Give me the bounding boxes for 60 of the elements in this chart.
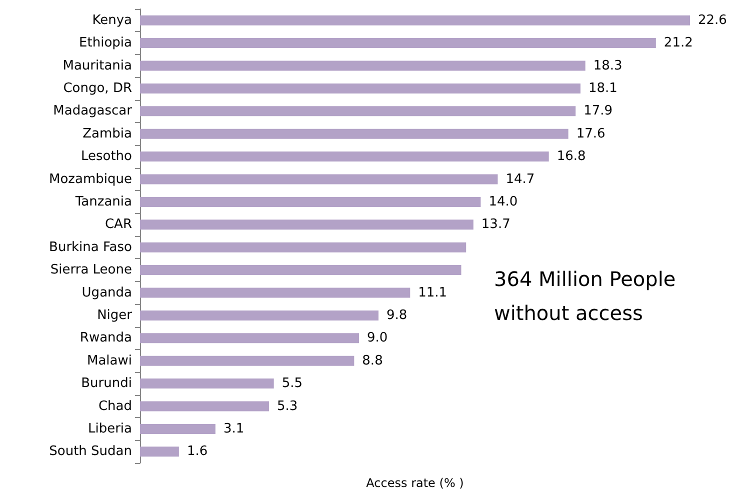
y-tick-label: South Sudan: [49, 444, 132, 460]
y-tick-label: Tanzania: [74, 194, 132, 210]
data-label: 5.5: [282, 376, 303, 392]
bar: [140, 424, 216, 434]
y-tick-label: Chad: [98, 398, 132, 414]
data-label: 21.2: [664, 36, 693, 51]
data-label: 5.3: [276, 398, 298, 414]
bar: [140, 310, 378, 320]
y-tick-label: Sierra Leone: [50, 262, 132, 278]
bar: [140, 15, 690, 26]
bar: [140, 401, 269, 412]
bar: [140, 265, 462, 276]
data-label: 11.1: [418, 285, 448, 300]
data-label: 8.8: [362, 353, 383, 368]
y-tick-label: Kenya: [92, 12, 132, 28]
bar: [140, 38, 656, 48]
annotation: 364 Million People without access: [494, 267, 682, 325]
y-tick-label: Malawi: [86, 353, 132, 368]
y-tick-label: Uganda: [82, 285, 132, 300]
y-tick-label: Madagascar: [53, 104, 133, 119]
bar: [140, 196, 481, 207]
data-label: 18.3: [593, 58, 622, 74]
data-label: 9.0: [367, 330, 388, 346]
y-tick-label: Burundi: [81, 376, 132, 392]
bar: [140, 220, 474, 230]
bar: [140, 288, 410, 298]
y-tick-label: Mozambique: [49, 172, 132, 187]
data-label: 22.6: [698, 12, 727, 28]
bar: [140, 60, 586, 71]
data-label: 16.8: [556, 149, 586, 164]
data-label: 17.9: [584, 104, 613, 119]
y-tick-label: Liberia: [88, 421, 132, 436]
y-tick-label: Congo, DR: [63, 80, 132, 96]
bar: [140, 152, 549, 162]
bar: [140, 83, 580, 94]
y-tick-label: Ethiopia: [79, 36, 132, 51]
bar: [140, 446, 179, 457]
bar: [140, 174, 498, 184]
data-label: 9.8: [386, 308, 408, 323]
x-axis-title: Access rate (% ): [366, 476, 464, 490]
y-tick-label: Mauritania: [62, 58, 132, 74]
bar: [140, 128, 568, 139]
bar: [140, 106, 576, 116]
bar: [140, 356, 354, 366]
bar: [140, 378, 274, 389]
data-label: 17.6: [576, 126, 606, 142]
data-label: 3.1: [223, 421, 244, 436]
y-tick-label: Niger: [97, 308, 133, 323]
bar: [140, 242, 466, 252]
y-tick-label: CAR: [104, 217, 132, 232]
data-label: 1.6: [186, 444, 208, 460]
data-label: 14.7: [506, 172, 535, 187]
y-tick-label: Lesotho: [80, 149, 132, 164]
y-tick-label: Burkina Faso: [49, 240, 132, 255]
data-label: 13.7: [481, 217, 510, 232]
data-label: 14.0: [488, 194, 518, 210]
y-tick-label: Rwanda: [80, 330, 132, 346]
y-tick-label: Zambia: [82, 126, 132, 142]
data-label: 18.1: [588, 80, 618, 96]
bar: [140, 333, 360, 344]
